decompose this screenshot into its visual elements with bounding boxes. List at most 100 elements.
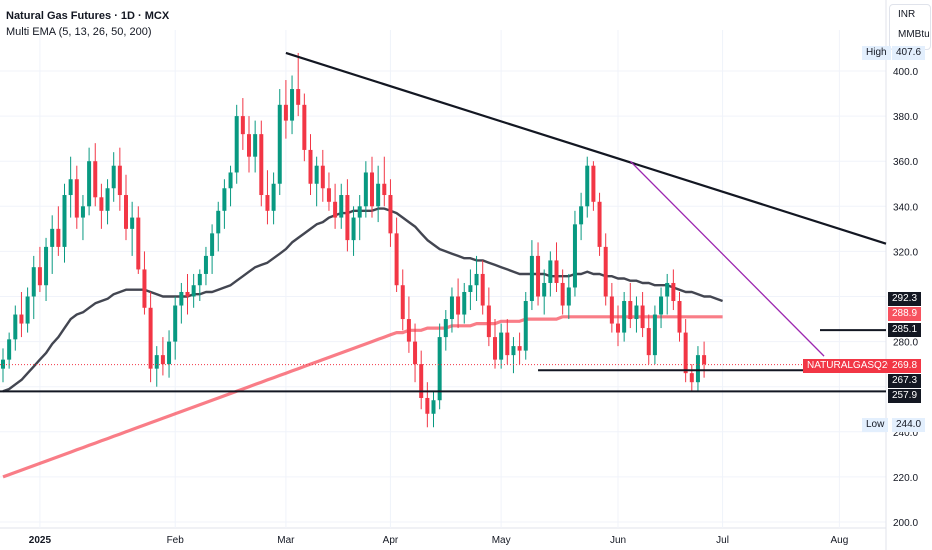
candle-body [62,195,67,247]
candle-body [425,397,430,414]
candle [659,287,664,329]
candle-body [117,165,122,196]
candle-body [148,307,153,369]
candle-body [652,314,657,356]
candle-body [689,373,694,383]
candle-body [579,206,584,225]
candle-body [142,269,147,308]
unit-label[interactable]: MMBtu [898,29,930,40]
candle [413,323,418,383]
candle [240,98,245,150]
candle [290,75,295,135]
trend-lines[interactable] [0,51,887,393]
candle [394,217,399,292]
candle [87,147,92,216]
candle-body [443,319,448,338]
unit-selector[interactable]: INR MMBtu [889,4,931,50]
candle [437,323,442,410]
candle [382,156,387,207]
candle [628,282,633,329]
time-axis[interactable]: 2025 Feb Mar Apr May Jun Jul Aug [29,535,849,546]
candle-body [616,323,620,333]
candle [314,156,319,207]
price-tick-label: 320.0 [893,247,918,258]
candle-body [179,291,184,306]
price-tick-label: 280.0 [893,338,918,349]
price-tick-label: 200.0 [893,518,918,529]
candle [296,52,301,117]
candle-body [339,195,344,218]
candle [50,215,55,274]
symbol-title[interactable]: Natural Gas Futures · 1D · MCX [6,10,170,22]
candle [247,116,251,173]
candle-body [44,246,49,286]
candle [345,179,350,252]
candle [148,291,153,383]
ema200-price-label: 288.9 [888,307,922,321]
candle [456,278,461,329]
candle [173,296,178,360]
candle-body [474,273,479,286]
candle-body [554,260,559,283]
candle [511,337,516,374]
candle [62,183,67,263]
candle-body [80,206,85,218]
candle [320,149,325,202]
candle [554,242,559,292]
candle-body [50,228,55,247]
candle-body [111,165,116,189]
candle-body [406,319,411,342]
time-tick-label: Jun [610,535,626,546]
candle [216,201,221,252]
candle [499,323,504,369]
ema-200-line [2,315,723,479]
candle [357,195,362,241]
price-tick-label: 240.0 [893,428,918,439]
candle [462,282,467,324]
candle-body [240,116,245,135]
candle-body [320,165,325,189]
candle-body [388,195,393,234]
candle [302,93,307,162]
candle-body [542,282,547,297]
candle-body [333,201,338,218]
candle-body [419,364,424,398]
candle [603,233,608,306]
candle-body [308,149,313,184]
low-tag: Low [862,418,889,432]
currency-label[interactable]: INR [898,9,916,20]
candle [616,305,620,347]
candle-body [400,285,405,320]
candle-body [185,291,190,297]
time-tick-label: May [492,535,511,546]
candle-body [234,116,239,173]
candle-body [511,346,516,356]
candle-body [468,285,473,292]
candle [271,172,276,225]
indicator-label[interactable]: Multi EMA (5, 13, 26, 50, 200) [6,26,152,38]
candle [474,255,479,302]
candle [622,291,627,342]
candle-body [585,165,590,207]
candle [683,319,688,383]
candle [363,161,368,218]
candle-body [197,273,202,286]
candle [19,291,24,338]
candle-body [370,172,374,207]
high-tag: High [862,46,891,60]
candle-body [210,233,215,256]
candle [591,161,596,211]
steep-trend-line [629,160,825,357]
candle-body [7,339,12,360]
candle [308,134,313,196]
candle [154,346,159,387]
candle-body [160,355,165,365]
candle-body [572,224,577,288]
candle-body [154,355,159,369]
chart-legend: Natural Gas Futures · 1D · MCX Multi EMA… [6,8,169,40]
candle [68,156,73,218]
candle-body [659,296,664,315]
time-tick-label: Jul [716,535,729,546]
candle-body [302,104,307,150]
